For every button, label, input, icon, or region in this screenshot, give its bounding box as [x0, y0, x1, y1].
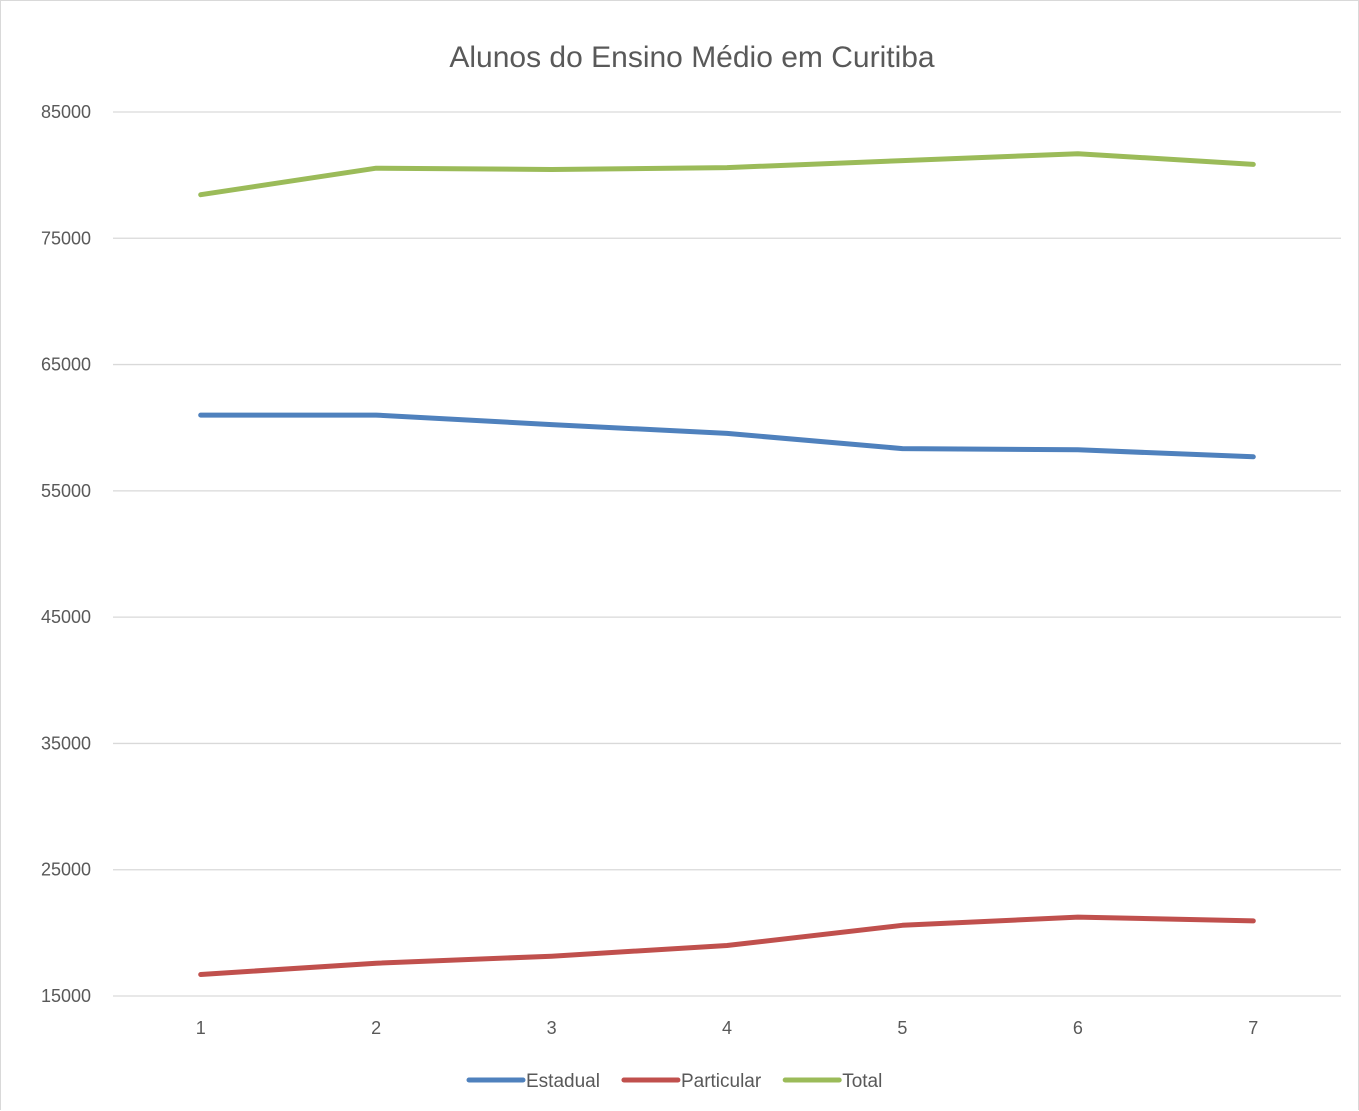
x-tick-label: 6	[1073, 1018, 1083, 1038]
x-tick-label: 3	[547, 1018, 557, 1038]
legend: Estadual Particular Total	[466, 1071, 882, 1092]
y-axis: 15000 25000 35000 45000 55000 65000 75000 85000	[41, 102, 91, 1006]
series-line-particular	[198, 914, 1256, 977]
y-tick-label: 65000	[41, 355, 91, 375]
y-tick-label: 15000	[41, 986, 91, 1006]
y-tick-label: 75000	[41, 228, 91, 248]
legend-label: Particular	[681, 1071, 762, 1092]
x-tick-label: 7	[1248, 1018, 1258, 1038]
x-tick-label: 5	[897, 1018, 907, 1038]
legend-item-estadual: Estadual	[466, 1071, 600, 1092]
y-tick-label: 35000	[41, 733, 91, 753]
y-tick-label: 25000	[41, 860, 91, 880]
chart-title: Alunos do Ensino Médio em Curitiba	[449, 41, 935, 74]
y-tick-label: 45000	[41, 607, 91, 627]
series-line-estadual	[198, 412, 1256, 460]
legend-label: Total	[842, 1071, 882, 1092]
series-lines	[198, 151, 1256, 977]
gridlines	[113, 111, 1341, 997]
series-line-total	[198, 151, 1256, 198]
y-tick-label: 85000	[41, 102, 91, 122]
legend-label: Estadual	[526, 1071, 600, 1092]
x-axis: 1 2 3 4 5 6 7	[196, 1018, 1259, 1038]
legend-item-total: Total	[782, 1071, 882, 1092]
x-tick-label: 2	[371, 1018, 381, 1038]
legend-item-particular: Particular	[621, 1071, 762, 1092]
y-tick-label: 55000	[41, 481, 91, 501]
x-tick-label: 4	[722, 1018, 732, 1038]
x-tick-label: 1	[196, 1018, 206, 1038]
